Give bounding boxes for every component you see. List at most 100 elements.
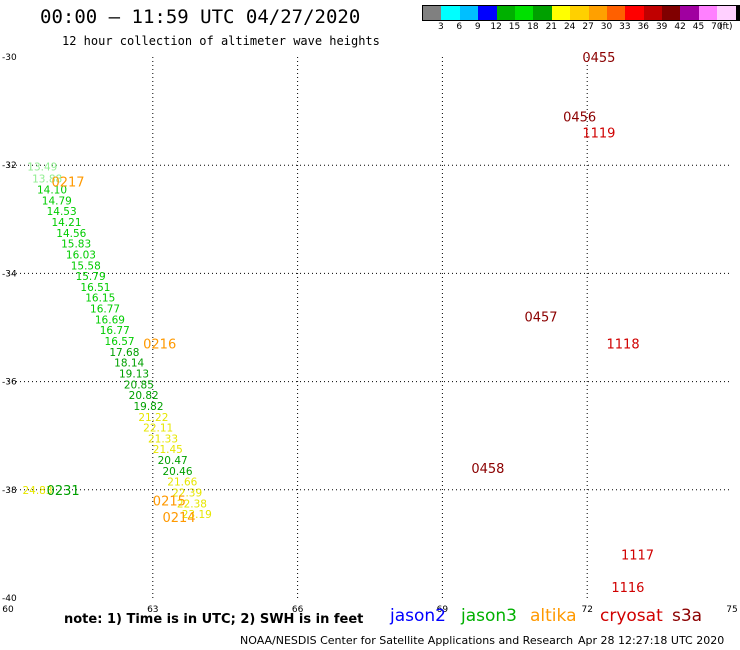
legend-color-cell [478, 6, 497, 20]
data-point-label: 19.82 [133, 401, 163, 413]
data-point-label: 17.68 [109, 347, 139, 359]
footer-timestamp: Apr 28 12:27:18 UTC 2020 [578, 634, 725, 647]
color-scale-ticks: 3 6 9 12 15 18 21 24 27 30 33 36 39 42 45 70 [422, 22, 740, 34]
legend-color-cell [423, 6, 442, 20]
satellite-legend-altika: altika [530, 606, 577, 626]
satellite-legend-cryosat: cryosat [600, 606, 663, 626]
data-point-label: 22.11 [143, 423, 173, 435]
time-label: 0215 [153, 495, 186, 510]
time-label: 1119 [582, 127, 615, 142]
time-label: 0214 [162, 511, 195, 526]
data-point-label: 18.14 [114, 358, 144, 370]
data-point-label: 16.77 [90, 304, 120, 316]
legend-tick-label: 21 [545, 22, 558, 32]
data-point-label: 20.46 [162, 466, 192, 478]
data-point-label: 21.22 [138, 412, 168, 424]
legend-color-cell [588, 6, 607, 20]
legend-color-cell [551, 6, 571, 20]
legend-color-cell [533, 6, 552, 20]
legend-tick-label: 30 [600, 22, 613, 32]
time-label: 1117 [621, 549, 654, 564]
data-point-label: 16.15 [85, 293, 115, 305]
legend-tick-label: 3 [438, 22, 444, 32]
data-point-label: 14.10 [37, 185, 67, 197]
time-label: 0217 [51, 175, 84, 190]
legend-tick-label: 45 [692, 22, 705, 32]
data-point-label: 16.69 [95, 314, 125, 326]
page-subtitle: 12 hour collection of altimeter wave hei… [62, 34, 380, 48]
legend-tick-label: 18 [527, 22, 539, 32]
legend-color-cell [606, 6, 626, 20]
data-point-label: 14.79 [42, 195, 72, 207]
data-point-label: 21.66 [167, 477, 197, 489]
time-label: 0455 [582, 51, 615, 66]
legend-tick-label: 6 [456, 22, 463, 32]
time-label: 0456 [563, 111, 596, 126]
x-tick-label: 66 [292, 605, 304, 615]
legend-tick-label: 27 [582, 22, 594, 32]
data-point-label: 19.13 [119, 368, 149, 380]
x-tick-label: 72 [581, 605, 592, 615]
legend-tick-label: 42 [674, 22, 686, 32]
data-point-label: 21.33 [148, 433, 178, 445]
legend-tick-label: 24 [563, 22, 576, 32]
y-tick-label: -38 [2, 486, 17, 496]
data-point-label: 15.79 [76, 271, 106, 283]
satellite-legend-jason2: jason2 [390, 606, 446, 626]
y-tick-label: -36 [2, 378, 17, 388]
x-tick-label: 69 [437, 605, 449, 615]
time-label: 0457 [524, 311, 557, 326]
data-point-label: 21.45 [153, 444, 183, 456]
legend-color-cell [514, 6, 534, 20]
data-point-label: 13.88 [32, 174, 62, 186]
data-point-label: 22.39 [172, 488, 202, 500]
data-point-label: 16.77 [100, 325, 130, 337]
legend-color-cell [698, 6, 718, 20]
y-tick-label: -40 [2, 594, 17, 604]
y-tick-label: -30 [2, 53, 17, 63]
legend-color-cell [459, 6, 479, 20]
y-tick-label: -32 [2, 161, 17, 171]
legend-tick-label: 33 [619, 22, 631, 32]
time-label: 0231 [47, 484, 80, 499]
legend-color-cell [643, 6, 663, 20]
legend-color-cell [625, 6, 644, 20]
data-point-label: 20.47 [158, 455, 188, 467]
time-label: 1118 [607, 338, 640, 353]
legend-color-cell [496, 6, 515, 20]
x-tick-label: 60 [2, 605, 14, 615]
legend-tick-label: 36 [637, 22, 650, 32]
legend-tick-label: 9 [474, 22, 481, 32]
legend-tick-label: 15 [508, 22, 521, 32]
color-scale-legend [422, 5, 740, 21]
note-text: note: 1) Time is in UTC; 2) SWH is in fe… [64, 612, 364, 627]
data-point-label: 20.85 [124, 379, 154, 391]
legend-color-cell [570, 6, 589, 20]
data-point-label: 14.21 [51, 217, 81, 229]
time-label: 1116 [611, 581, 644, 596]
x-tick-label: 63 [147, 605, 158, 615]
legend-color-cell [441, 6, 460, 20]
data-point-label: 16.57 [105, 336, 135, 348]
satellite-legend-jason3: jason3 [461, 606, 517, 626]
legend-color-cell [717, 6, 736, 20]
data-point-label: 16.51 [80, 282, 110, 294]
data-point-label: 16.03 [66, 249, 96, 261]
data-point-label: 20.82 [129, 390, 159, 402]
legend-color-cell [735, 6, 740, 20]
legend-color-cell [662, 6, 681, 20]
x-tick-label: 75 [726, 605, 737, 615]
data-point-label: 14.53 [47, 206, 77, 218]
data-point-label: 14.56 [56, 228, 86, 240]
footer-credit: NOAA/NESDIS Center for Satellite Applica… [240, 634, 574, 647]
satellite-legend-s3a: s3a [672, 606, 703, 626]
data-point-label: 15.58 [71, 260, 101, 272]
data-point-label: 15.83 [61, 239, 91, 251]
data-point-label: 24.83 [22, 485, 52, 497]
y-tick-label: -34 [2, 269, 17, 279]
data-point-label: 13.49 [27, 161, 57, 173]
legend-tick-label: 39 [655, 22, 668, 32]
color-scale-unit: (ft) [719, 22, 733, 32]
time-label: 0216 [143, 338, 176, 353]
